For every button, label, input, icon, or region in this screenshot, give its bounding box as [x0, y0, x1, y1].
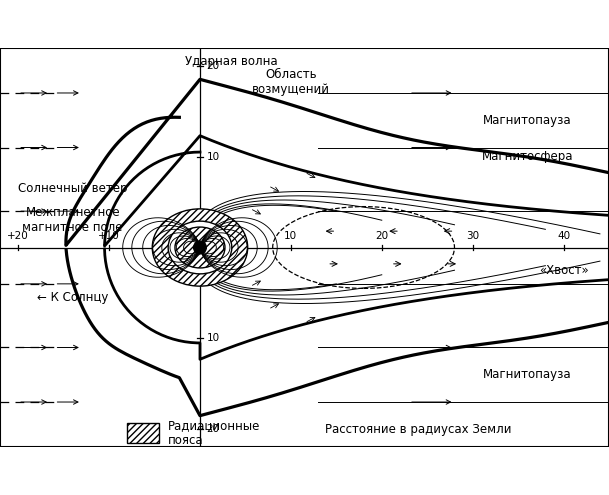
- Text: 20: 20: [206, 424, 219, 434]
- Text: 20: 20: [375, 231, 389, 241]
- Text: Межпланетное
магнитное поле: Межпланетное магнитное поле: [23, 206, 123, 234]
- Text: Расстояние в радиусах Земли: Расстояние в радиусах Земли: [325, 423, 512, 436]
- Text: Ударная волна: Ударная волна: [186, 55, 278, 68]
- Text: ← К Солнцу: ← К Солнцу: [37, 291, 108, 304]
- Bar: [127, 423, 159, 443]
- Ellipse shape: [168, 221, 232, 274]
- Text: 10: 10: [206, 334, 219, 344]
- Text: Область
возмущений: Область возмущений: [252, 67, 330, 96]
- Text: 20: 20: [206, 61, 219, 71]
- Text: Магнитосфера: Магнитосфера: [482, 150, 573, 163]
- Text: +10: +10: [98, 231, 120, 241]
- Text: 30: 30: [466, 231, 479, 241]
- Text: 10: 10: [284, 231, 297, 241]
- Text: Магнитопауза: Магнитопауза: [483, 114, 571, 127]
- Text: +20: +20: [7, 231, 29, 241]
- Circle shape: [194, 241, 206, 254]
- Ellipse shape: [175, 227, 225, 268]
- Text: Солнечный ветер: Солнечный ветер: [18, 182, 127, 195]
- Ellipse shape: [168, 221, 232, 274]
- Text: «Хвост»: «Хвост»: [539, 264, 588, 277]
- Ellipse shape: [175, 227, 225, 268]
- Text: 40: 40: [557, 231, 570, 241]
- Text: 10: 10: [206, 151, 219, 161]
- Ellipse shape: [152, 209, 248, 286]
- Text: Магнитопауза: Магнитопауза: [483, 368, 571, 381]
- Text: Радиационные
пояса: Радиационные пояса: [168, 419, 261, 447]
